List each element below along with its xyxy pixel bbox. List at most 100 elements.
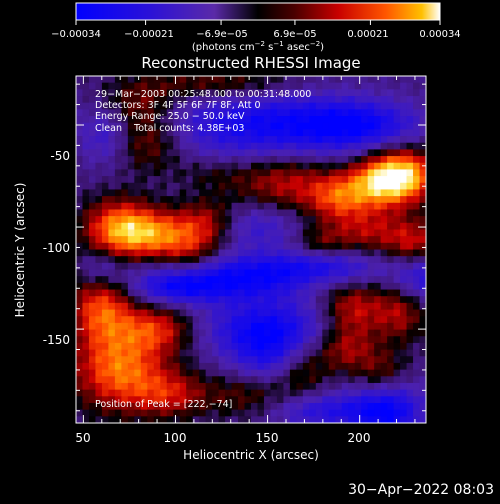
heatmap-cell [413,162,420,170]
heatmap-cell [166,176,174,184]
heatmap-cell [101,189,109,197]
heatmap-cell [140,182,148,190]
heatmap-cell [166,236,174,244]
heatmap-cell [309,416,317,423]
heatmap-cell [309,189,317,197]
heatmap-cell [289,209,297,217]
heatmap-cell [186,302,194,310]
heatmap-cell [413,316,420,324]
heatmap-cell [289,296,297,304]
heatmap-cell [276,222,284,230]
heatmap-cell [354,142,362,150]
heatmap-cell [309,242,317,250]
heatmap-cell [270,116,278,124]
heatmap-cell [244,336,252,344]
heatmap-cell [302,389,310,397]
heatmap-cell [147,329,155,337]
heatmap-cell [348,282,356,290]
heatmap-cell [166,382,174,391]
heatmap-cell [218,296,226,304]
heatmap-cell [108,316,116,324]
heatmap-cell [309,376,317,384]
heatmap-cell [179,242,187,250]
heatmap-cell [147,202,155,210]
heatmap-cell [251,222,258,230]
heatmap-cell [413,296,420,304]
heatmap-cell [238,402,245,411]
annotation-line: Energy Range: 25.0 − 50.0 keV [95,111,245,122]
heatmap-cell [166,122,174,130]
heatmap-cell [400,82,407,90]
heatmap-cell [361,276,369,284]
heatmap-cell [134,196,142,204]
heatmap-cell [380,76,388,84]
heatmap-cell [179,349,187,357]
heatmap-cell [413,216,420,224]
heatmap-cell [147,109,155,117]
heatmap-cell [199,136,207,144]
heatmap-cell [335,76,343,84]
heatmap-cell [244,136,252,144]
heatmap-cell [387,316,394,324]
heatmap-cell [322,169,330,177]
heatmap-cell [335,149,343,157]
heatmap-cell [205,416,213,423]
heatmap-cell [309,262,317,270]
heatmap-cell [263,242,271,250]
heatmap-cell [354,222,362,230]
heatmap-cell [95,356,103,364]
heatmap-cell [114,309,122,317]
heatmap-cell [225,162,232,170]
heatmap-cell [367,269,375,277]
heatmap-cell [225,116,232,124]
heatmap-cell [238,89,245,97]
heatmap-cell [341,136,349,144]
heatmap-cell [127,322,135,330]
heatmap-cell [341,249,349,257]
heatmap-cell [374,282,382,290]
heatmap-cell [315,256,323,264]
heatmap-cell [328,76,336,84]
heatmap-cell [212,116,219,124]
heatmap-cell [225,82,232,90]
heatmap-cell [192,342,200,350]
heatmap-cell [302,249,310,257]
heatmap-cell [231,122,239,130]
heatmap-cell [296,322,304,330]
heatmap-cell [173,149,181,157]
heatmap-cell [192,376,200,384]
heatmap-cell [186,289,194,297]
heatmap-cell [140,396,148,404]
heatmap-cell [186,309,194,317]
heatmap-cell [192,329,200,337]
heatmap-cell [315,236,323,244]
heatmap-cell [419,249,426,257]
heatmap-cell [289,189,297,197]
heatmap-cell [153,236,161,244]
heatmap-cell [283,216,291,224]
heatmap-cell [335,296,343,304]
heatmap-cell [179,396,187,404]
heatmap-cell [270,249,278,257]
heatmap-cell [380,322,388,330]
heatmap-cell [348,269,356,277]
heatmap-cell [153,142,161,150]
heatmap-cell [251,209,258,217]
heatmap-cell [166,129,174,137]
heatmap-cell [270,376,278,384]
heatmap-cell [218,182,226,190]
heatmap-cell [82,336,90,344]
heatmap-cell [251,302,258,310]
heatmap-cell [160,182,168,190]
heatmap-cell [244,189,252,197]
heatmap-cell [276,209,284,217]
heatmap-cell [335,216,343,224]
heatmap-cell [257,216,265,224]
heatmap-cell [276,276,284,284]
heatmap-cell [95,169,103,177]
heatmap-cell [283,282,291,290]
heatmap-cell [296,102,304,110]
heatmap-cell [270,342,278,350]
heatmap-cell [244,82,252,90]
heatmap-cell [160,202,168,210]
